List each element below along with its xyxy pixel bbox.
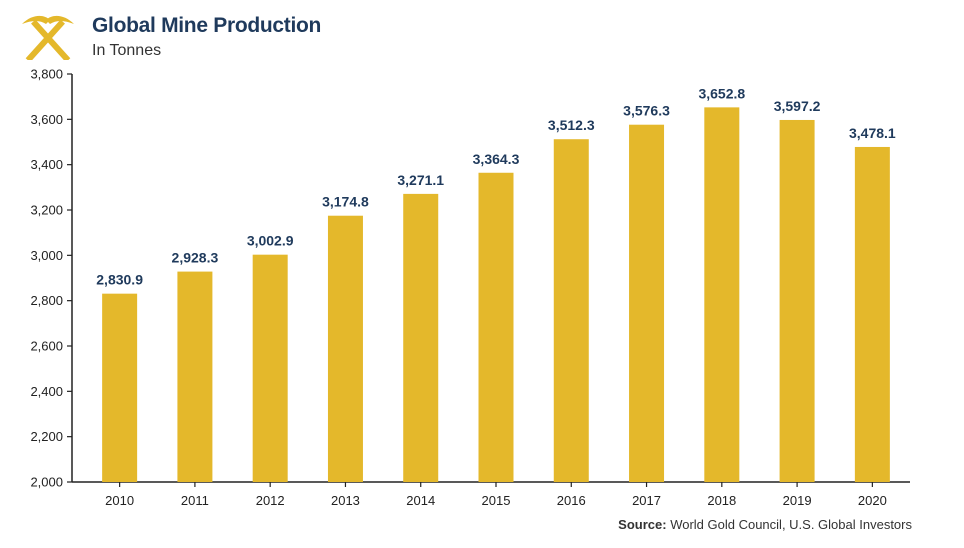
data-label: 3,597.2 (774, 98, 821, 114)
data-label: 2,928.3 (172, 250, 219, 266)
y-tick-label: 2,600 (30, 339, 63, 354)
bars (102, 107, 890, 483)
x-tick-label: 2015 (482, 493, 511, 508)
x-axis: 2010 2011 2012 2013 2014 2015 2016 2017 2018 2019… (72, 481, 910, 508)
data-label: 3,478.1 (849, 125, 896, 141)
data-label: 3,002.9 (247, 233, 294, 249)
y-tick-label: 3,200 (30, 203, 63, 218)
y-tick-label: 3,000 (30, 248, 63, 263)
data-label: 3,576.3 (623, 103, 670, 119)
source-text: World Gold Council, U.S. Global Investor… (670, 517, 912, 532)
x-tick-label: 2010 (105, 493, 134, 508)
bar (327, 215, 363, 482)
crossed-pickaxes-icon (22, 15, 74, 60)
chart-title: Global Mine Production (92, 14, 322, 37)
x-tick-label: 2013 (331, 493, 360, 508)
y-tick-label: 2,200 (30, 429, 63, 444)
x-tick-label: 2019 (783, 493, 812, 508)
x-tick-label: 2017 (632, 493, 661, 508)
data-label: 2,830.9 (96, 272, 143, 288)
bar (779, 119, 815, 482)
bar (177, 271, 213, 482)
bar (403, 193, 439, 482)
x-tick-label: 2020 (858, 493, 887, 508)
x-tick-label: 2014 (406, 493, 435, 508)
chart-subtitle: In Tonnes (92, 42, 162, 59)
data-label: 3,174.8 (322, 194, 369, 210)
y-tick-label: 3,400 (30, 157, 63, 172)
x-tick-label: 2016 (557, 493, 586, 508)
bar (553, 139, 589, 482)
data-label: 3,364.3 (473, 151, 520, 167)
source-label: Source: (618, 517, 667, 532)
bar (704, 107, 740, 483)
y-tick-label: 2,400 (30, 384, 63, 399)
source-note: Source: World Gold Council, U.S. Global … (618, 517, 912, 532)
bar (854, 146, 890, 483)
y-tick-label: 3,800 (30, 67, 63, 82)
bar (478, 172, 514, 482)
x-tick-label: 2012 (256, 493, 285, 508)
x-tick-label: 2011 (181, 493, 209, 508)
data-labels: 2,830.9 2,928.3 3,002.9 3,174.8 3,271.1 3,364… (96, 85, 896, 287)
bar (102, 293, 138, 482)
bar (629, 124, 665, 483)
bar (252, 254, 288, 482)
data-label: 3,271.1 (397, 172, 444, 188)
y-tick-label: 2,000 (30, 475, 63, 490)
data-label: 3,652.8 (698, 85, 745, 101)
y-tick-label: 2,800 (30, 293, 63, 308)
y-tick-label: 3,600 (30, 112, 63, 127)
x-tick-label: 2018 (707, 493, 736, 508)
data-label: 3,512.3 (548, 117, 595, 133)
y-axis: 2,000 2,200 2,400 2,600 2,800 3,000 3,200 3,400… (30, 67, 73, 490)
